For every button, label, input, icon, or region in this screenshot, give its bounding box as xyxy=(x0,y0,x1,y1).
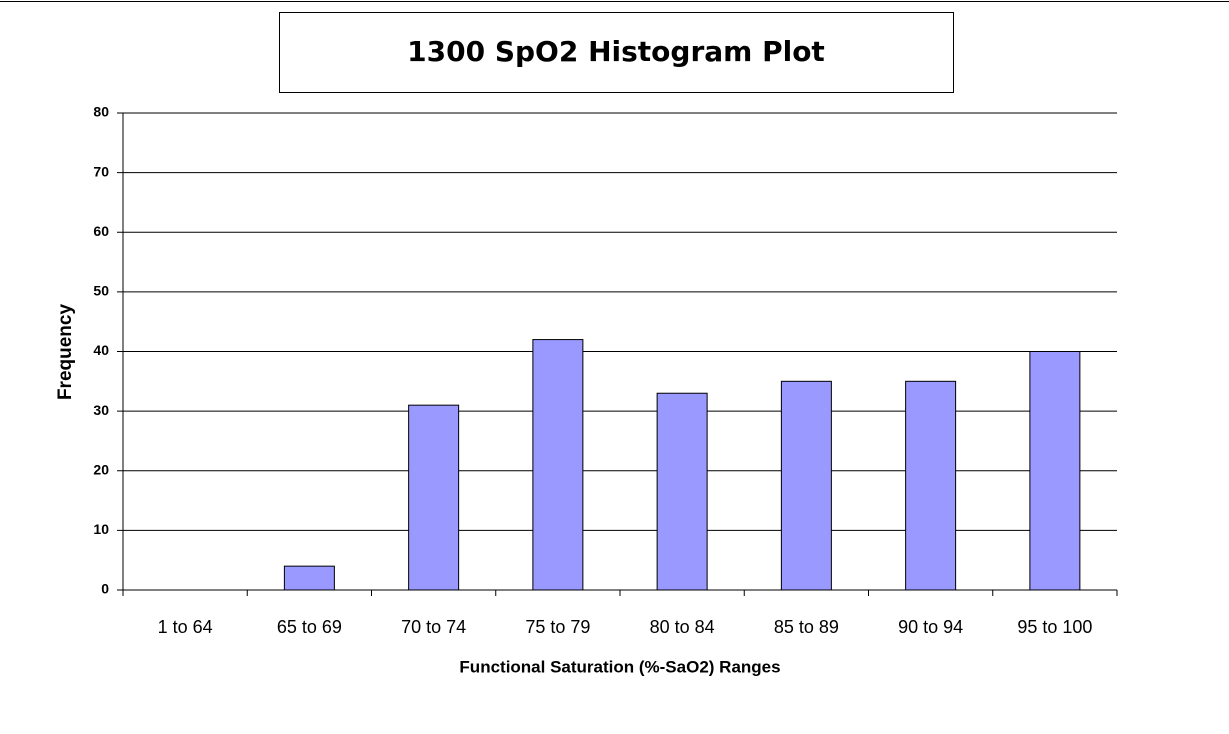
x-tick-label: 80 to 84 xyxy=(650,617,715,637)
title-box xyxy=(279,12,954,93)
x-tick-label: 70 to 74 xyxy=(401,617,466,637)
y-tick-label: 70 xyxy=(93,163,109,179)
bar xyxy=(1029,351,1081,591)
x-tick-label: 95 to 100 xyxy=(1017,617,1092,637)
y-tick-label: 60 xyxy=(93,223,109,239)
y-axis-label: Frequency xyxy=(55,304,76,401)
y-tick-label: 30 xyxy=(93,402,109,418)
bar xyxy=(656,392,708,591)
x-tick-label: 1 to 64 xyxy=(158,617,213,637)
y-tick-label: 50 xyxy=(93,283,109,299)
x-tick-label: 85 to 89 xyxy=(774,617,839,637)
bar xyxy=(408,404,460,591)
y-tick-label: 20 xyxy=(93,461,109,477)
x-tick-label: 75 to 79 xyxy=(525,617,590,637)
bar xyxy=(905,380,957,591)
bar xyxy=(283,565,335,591)
y-tick-label: 0 xyxy=(101,581,109,597)
y-tick-label: 10 xyxy=(93,521,109,537)
bar xyxy=(532,339,584,591)
x-tick-label: 65 to 69 xyxy=(277,617,342,637)
y-tick-label: 40 xyxy=(93,342,109,358)
y-tick-label: 80 xyxy=(93,104,109,120)
x-axis-label: Functional Saturation (%-SaO2) Ranges xyxy=(459,657,780,676)
x-tick-label: 90 to 94 xyxy=(898,617,963,637)
bar xyxy=(780,380,832,591)
chart-title: 1300 SpO2 Histogram Plot xyxy=(407,35,825,68)
